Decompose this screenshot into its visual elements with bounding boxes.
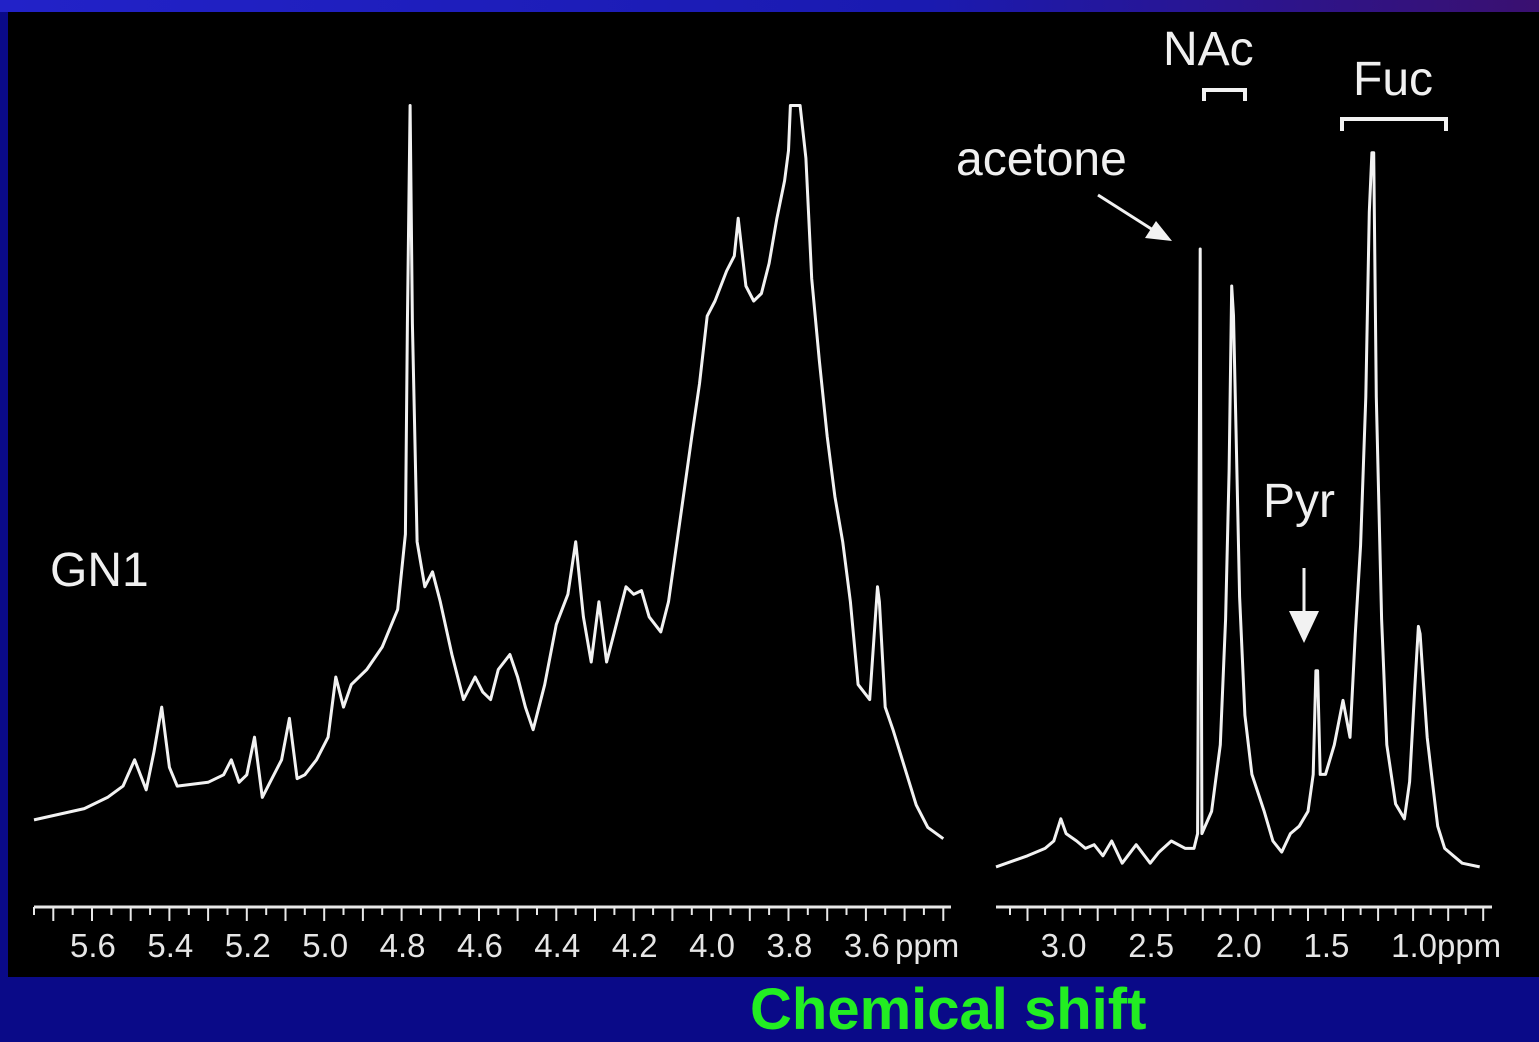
nmr-figure-panel: 5.6 5.4 5.2 5.0 4.8 4.6 4.4 4.2 4.0 3.8 3.6 3.0 2.5… <box>8 12 1539 977</box>
acetone-arrow-head <box>1145 221 1172 241</box>
x-axis-title: Chemical shift <box>750 977 1147 1042</box>
spectrum-trace-group-1 <box>33 104 945 840</box>
acetone-arrow-line <box>1097 193 1154 232</box>
x-tick-label: 4.6 <box>457 927 503 964</box>
x-tick-label: 4.0 <box>689 927 735 964</box>
x-tick-label: 1.0ppm <box>1391 927 1501 964</box>
x-tick-label: 5.0 <box>302 927 348 964</box>
x-tick-label: 5.4 <box>147 927 193 964</box>
spectrum-trace-1 <box>33 104 945 840</box>
x-ticks-1: 5.6 5.4 5.2 5.0 4.8 4.6 4.4 4.2 4.0 3.8 3.6 <box>33 907 945 964</box>
x-tick-label: 1.5 <box>1304 927 1350 964</box>
x-tick-label: 2.5 <box>1128 927 1174 964</box>
x-tick-label: 2.0 <box>1216 927 1262 964</box>
x-tick-label: 4.4 <box>534 927 580 964</box>
annotation-nac: NAc <box>1163 23 1254 76</box>
annotation-pyr: Pyr <box>1263 475 1335 528</box>
x-ticks-2: 3.0 2.5 2.0 1.5 1.0ppm <box>1009 907 1501 964</box>
pyr-arrow-head <box>1289 611 1319 643</box>
slide-top-strip <box>0 0 1539 12</box>
x-tick-label: 3.8 <box>767 927 813 964</box>
x-tick-label: 3.6 <box>844 927 890 964</box>
nac-bracket <box>1202 88 1247 101</box>
x-tick-label: 3.0 <box>1041 927 1087 964</box>
x-tick-label: 5.2 <box>225 927 271 964</box>
annotation-acetone: acetone <box>956 133 1127 186</box>
annotation-fuc: Fuc <box>1353 53 1433 106</box>
x-tick-label: 4.2 <box>612 927 658 964</box>
fuc-bracket <box>1340 117 1448 131</box>
nmr-spectrum-chart: 5.6 5.4 5.2 5.0 4.8 4.6 4.4 4.2 4.0 3.8 3.6 3.0 2.5… <box>33 23 1501 964</box>
x-unit-label-ppm: ppm <box>895 927 959 964</box>
spectrum-trace-2 <box>995 151 1481 869</box>
x-tick-label: 5.6 <box>70 927 116 964</box>
spectrum-trace-group-2 <box>995 151 1481 869</box>
sample-label-gn1: GN1 <box>50 544 149 597</box>
x-tick-label: 4.8 <box>380 927 426 964</box>
